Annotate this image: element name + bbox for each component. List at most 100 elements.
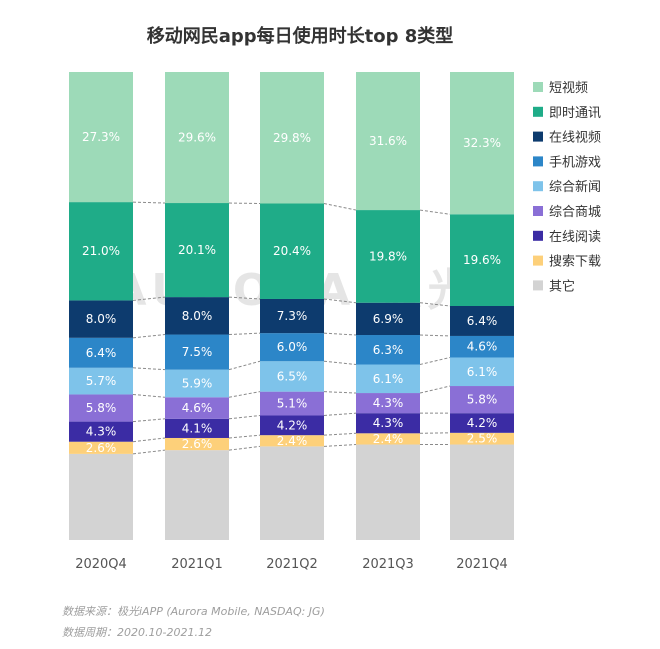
connector-line [323,360,357,365]
connector-line [228,445,261,451]
connector-line [323,444,357,447]
segment-data-label: 6.9% [373,312,404,326]
connector-line [228,296,261,300]
segment-data-label: 5.8% [86,401,117,415]
bar-segment [260,298,324,334]
connector-line [419,302,451,307]
segment-data-label: 6.4% [467,314,498,328]
bar-segment [356,433,420,445]
segment-data-label: 8.0% [86,312,117,326]
connector-line [323,432,357,436]
bar-segment [356,444,420,540]
segment-data-label: 5.7% [86,374,117,388]
segment-data-label: 4.2% [467,416,498,430]
segment-data-label: 4.3% [86,425,117,439]
bar-segment [450,444,514,540]
connector-line [419,385,451,394]
legend-swatch [533,131,543,142]
bar-segment [260,391,324,416]
connector-line [419,356,451,365]
bar-segment [165,418,229,438]
segment-data-label: 8.0% [182,309,213,323]
segment-data-label: 7.3% [277,309,308,323]
bar-segment [69,72,133,203]
bar-segment [450,386,514,414]
segment-data-label: 4.3% [373,416,404,430]
bar-segment [69,453,133,540]
bar-segment [450,413,514,433]
bar-segment [165,297,229,335]
bar-segment [450,214,514,306]
bar-segment [450,335,514,358]
bar-segment [356,302,420,336]
bar-segment [69,441,133,454]
bar-segment [450,306,514,336]
segment-data-label: 19.8% [369,249,407,263]
connector-line [228,332,261,336]
bar-segment [69,202,133,301]
x-tick-label: 2020Q4 [75,557,127,572]
bar-segment [450,432,514,445]
connector-line [323,412,357,417]
bar-segment [165,334,229,370]
x-tick-label: 2021Q4 [456,557,508,572]
connector-lines [132,201,451,455]
legend-swatch [533,181,543,192]
legend-swatch [533,280,543,291]
segment-data-label: 21.0% [82,244,120,258]
segment-data-label: 27.3% [82,130,120,144]
legend-label: 短视频 [549,81,588,96]
connector-line [419,209,451,215]
segment-data-label: 5.1% [277,397,308,411]
x-tick-label: 2021Q3 [362,557,414,572]
segment-data-label: 29.8% [273,131,311,145]
connector-line [132,418,166,423]
bar-segment [260,415,324,436]
segment-data-label: 6.3% [373,343,404,357]
connector-line [132,296,166,301]
bar-segment [356,335,420,365]
legend-swatch [533,82,543,92]
bar-segment [356,393,420,414]
segment-data-label: 6.1% [373,372,404,386]
bar-segment [165,450,229,540]
bar-segment [69,421,133,442]
bar-segment [69,367,133,395]
segment-data-label: 29.6% [178,131,216,145]
bar-segment [165,437,229,451]
segment-data-label: 19.6% [463,253,501,267]
bar-segment [356,210,420,303]
segment-data-label: 2.4% [373,432,404,446]
connector-line [228,391,261,398]
bar-segment [260,446,324,540]
legend-swatch [533,230,543,241]
period-note: 数据周期：2020.10-2021.12 [62,626,212,639]
bar-segment [165,369,229,398]
connector-line [228,415,261,420]
bar-segment [260,203,324,299]
x-axis-ticks: 2020Q4 2021Q1 2021Q2 2021Q3 2021Q4 [75,557,508,572]
legend-label: 搜索下载 [549,255,601,270]
segment-data-label: 6.4% [86,346,117,360]
segment-data-label: 4.2% [277,418,308,432]
connector-line [132,201,166,204]
connector-line [323,298,357,304]
segment-data-label: 4.6% [467,340,498,354]
segment-data-label: 4.1% [182,421,213,435]
connector-line [132,334,166,339]
legend-label: 在线阅读 [549,230,601,245]
segment-data-label: 7.5% [182,345,213,359]
segment-data-label: 20.4% [273,244,311,258]
segment-data-label: 2.6% [86,441,117,455]
bar-segment [450,72,514,215]
connector-line [132,437,166,443]
segment-data-label: 4.3% [373,396,404,410]
connector-line [228,434,261,439]
segment-data-label: 31.6% [369,134,407,148]
bar-segment [356,413,420,434]
connector-line [323,203,357,211]
segment-data-label: 6.1% [467,365,498,379]
chart-title: 移动网民app每日使用时长top 8类型 [147,25,454,47]
x-tick-label: 2021Q1 [171,557,223,572]
